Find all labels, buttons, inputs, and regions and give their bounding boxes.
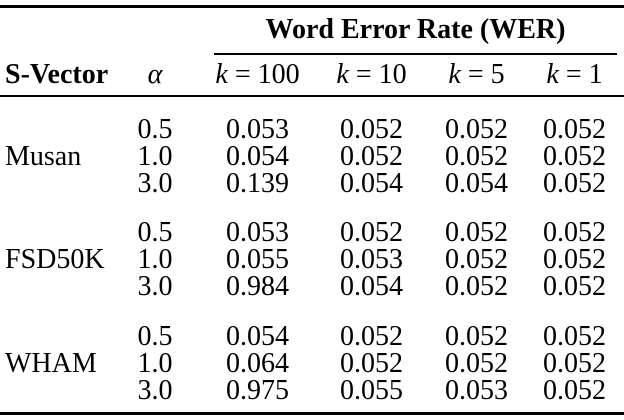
- group-fsd50k: FSD50K 0.5 0.053 0.052 0.052 0.052 1.0 0…: [0, 217, 624, 302]
- alpha-symbol: α: [147, 59, 163, 90]
- wer-cell: 0.052: [543, 244, 606, 275]
- k-value: = 100: [234, 59, 300, 90]
- k-var: k: [448, 59, 461, 90]
- alpha-cell: 1.0: [137, 244, 173, 275]
- alpha-cell: 3.0: [137, 168, 173, 199]
- k-var: k: [215, 59, 228, 90]
- k-value: = 5: [467, 59, 505, 90]
- col-header-k5: k = 5: [428, 55, 525, 95]
- wer-cell: 0.053: [226, 114, 289, 145]
- wer-cell: 0.054: [226, 321, 289, 352]
- alpha-cell: 3.0: [137, 375, 173, 406]
- wer-spanner-title: Word Error Rate (WER): [265, 13, 566, 45]
- wer-cell: 0.054: [445, 168, 508, 199]
- alpha-cell: 1.0: [137, 141, 173, 172]
- wer-cell: 0.052: [543, 217, 606, 248]
- group-label: Musan: [5, 140, 82, 172]
- k-value: = 10: [355, 59, 407, 90]
- col-header-k100: k = 100: [200, 55, 315, 95]
- col-header-alpha: α: [110, 55, 200, 95]
- alpha-cell: 1.0: [137, 348, 173, 379]
- wer-cell: 0.052: [445, 141, 508, 172]
- group-label: FSD50K: [5, 243, 105, 275]
- group-musan: Musan 0.5 0.053 0.052 0.052 0.052 1.0 0.…: [0, 114, 624, 199]
- wer-cell: 0.064: [226, 348, 289, 379]
- wer-cell: 0.055: [226, 244, 289, 275]
- header-rule: [0, 95, 624, 97]
- wer-cell: 0.052: [543, 321, 606, 352]
- wer-cell: 0.052: [543, 375, 606, 406]
- wer-cell: 0.055: [340, 375, 403, 406]
- col-header-k10: k = 10: [315, 55, 428, 95]
- wer-cell: 0.984: [226, 271, 289, 302]
- wer-cell: 0.054: [340, 271, 403, 302]
- wer-cell: 0.052: [340, 217, 403, 248]
- wer-cell: 0.052: [445, 217, 508, 248]
- wer-cell: 0.052: [340, 321, 403, 352]
- col-header-s-vector: S-Vector: [5, 59, 109, 90]
- k-var: k: [546, 59, 559, 90]
- wer-cell: 0.053: [340, 244, 403, 275]
- group-wham: WHAM 0.5 0.054 0.052 0.052 0.052 1.0 0.0…: [0, 321, 624, 406]
- wer-cell: 0.052: [340, 348, 403, 379]
- alpha-cell: 3.0: [137, 271, 173, 302]
- wer-cell: 0.052: [445, 348, 508, 379]
- wer-cell: 0.052: [543, 348, 606, 379]
- wer-cell: 0.054: [340, 168, 403, 199]
- alpha-cell: 0.5: [137, 321, 173, 352]
- wer-cell: 0.052: [543, 271, 606, 302]
- wer-cell: 0.052: [445, 114, 508, 145]
- wer-cell: 0.052: [543, 114, 606, 145]
- wer-cell: 0.052: [340, 141, 403, 172]
- top-rule: [0, 5, 624, 8]
- group-label: WHAM: [5, 347, 97, 379]
- wer-cell: 0.053: [445, 375, 508, 406]
- wer-cell: 0.053: [226, 217, 289, 248]
- wer-cell: 0.054: [226, 141, 289, 172]
- wer-cell: 0.052: [543, 141, 606, 172]
- alpha-cell: 0.5: [137, 217, 173, 248]
- wer-cell: 0.975: [226, 375, 289, 406]
- wer-cell: 0.139: [226, 168, 289, 199]
- bottom-rule: [0, 412, 624, 415]
- k-var: k: [336, 59, 349, 90]
- wer-cell: 0.052: [543, 168, 606, 199]
- column-header-row: S-Vector α k = 100 k = 10 k = 5 k = 1: [0, 55, 624, 95]
- alpha-cell: 0.5: [137, 114, 173, 145]
- wer-cell: 0.052: [445, 244, 508, 275]
- wer-column-spanner: Word Error Rate (WER): [214, 8, 617, 55]
- wer-cell: 0.052: [340, 114, 403, 145]
- k-value: = 1: [565, 59, 603, 90]
- wer-cell: 0.052: [445, 271, 508, 302]
- col-header-k1: k = 1: [525, 55, 624, 95]
- spanner-row: Word Error Rate (WER): [0, 8, 624, 55]
- wer-cell: 0.052: [445, 321, 508, 352]
